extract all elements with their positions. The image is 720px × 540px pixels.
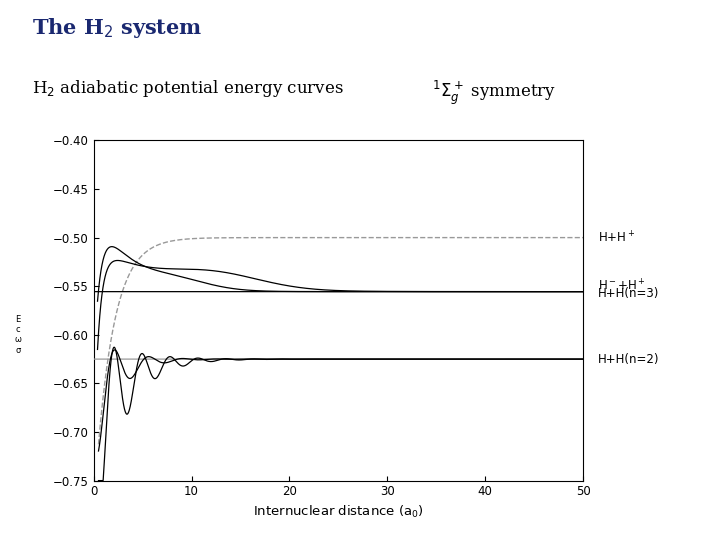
Text: The H$_2$ system: The H$_2$ system — [32, 16, 203, 40]
X-axis label: Internuclear distance (a$_0$): Internuclear distance (a$_0$) — [253, 504, 424, 520]
Text: H+H(n=3): H+H(n=3) — [598, 287, 660, 300]
Text: H+H$^+$: H+H$^+$ — [598, 230, 635, 245]
Text: H+H(n=2): H+H(n=2) — [598, 353, 660, 366]
Text: H$^-$+H$^+$: H$^-$+H$^+$ — [598, 279, 646, 294]
Text: H$_2$ adiabatic potential energy curves: H$_2$ adiabatic potential energy curves — [32, 78, 344, 99]
Text: $^1\Sigma_g^+$ symmetry: $^1\Sigma_g^+$ symmetry — [432, 78, 556, 106]
Text: E
c
ω
σ: E c ω σ — [14, 315, 22, 355]
